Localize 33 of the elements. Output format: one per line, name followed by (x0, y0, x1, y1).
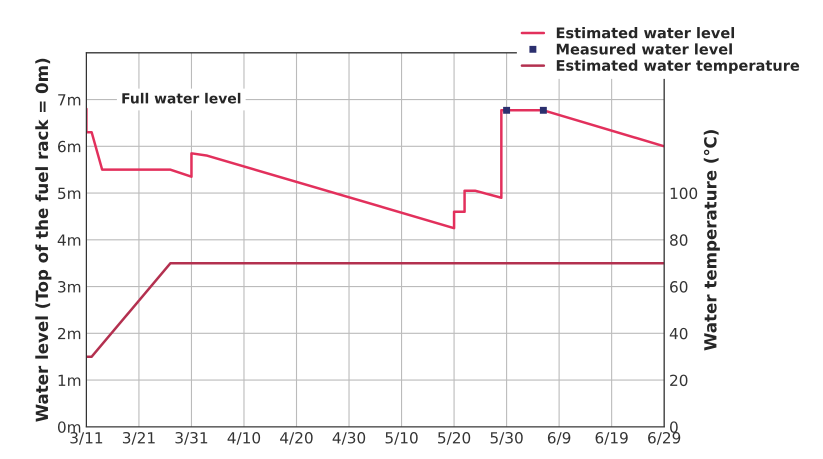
y2-tick-label: 20 (670, 374, 688, 386)
line-series (86, 108, 664, 230)
y-tick-label: 6m (58, 140, 80, 152)
x-tick-label: 3/11 (70, 432, 102, 445)
y-axis-title: Water level (Top of the fuel rack = 0m) (35, 58, 52, 422)
y-tick-label: 0m (58, 421, 80, 433)
y-tick-label: 5m (58, 188, 80, 200)
x-tick-label: 3/21 (122, 432, 155, 445)
y2-tick-label: 0 (670, 421, 678, 433)
y-tick-label: 4m (58, 234, 80, 246)
y2-tick-label: 40 (670, 328, 688, 340)
x-tick-label: 4/10 (228, 432, 260, 445)
legend-label: Estimated water level (556, 27, 734, 38)
y-tick-label: 2m (58, 328, 80, 340)
y2-tick-label: 60 (670, 281, 688, 293)
legend-label: Estimated water temperature (556, 60, 800, 74)
y-tick-label: 7m (58, 94, 80, 106)
x-tick-label: 5/20 (438, 432, 470, 445)
x-tick-label: 4/20 (280, 432, 313, 445)
x-tick-label: 3/31 (175, 432, 208, 445)
y2-tick-label: 80 (670, 234, 688, 246)
x-tick-label: 4/30 (332, 432, 366, 445)
x-tick-label: 5/30 (490, 432, 523, 445)
y-tick-label: 1m (58, 374, 80, 386)
annotation: Full water level (122, 92, 240, 104)
y-tick-label: 3m (58, 281, 80, 293)
x-tick-label: 6/29 (648, 432, 680, 445)
x-tick-label: 6/9 (548, 432, 570, 445)
legend-label: Measured water level (556, 43, 732, 55)
y2-axis-title: Water temperature (℃) (704, 130, 720, 350)
x-tick-label: 6/19 (596, 432, 628, 445)
x-tick-label: 5/10 (386, 432, 418, 445)
y2-tick-label: 100 (670, 188, 698, 200)
